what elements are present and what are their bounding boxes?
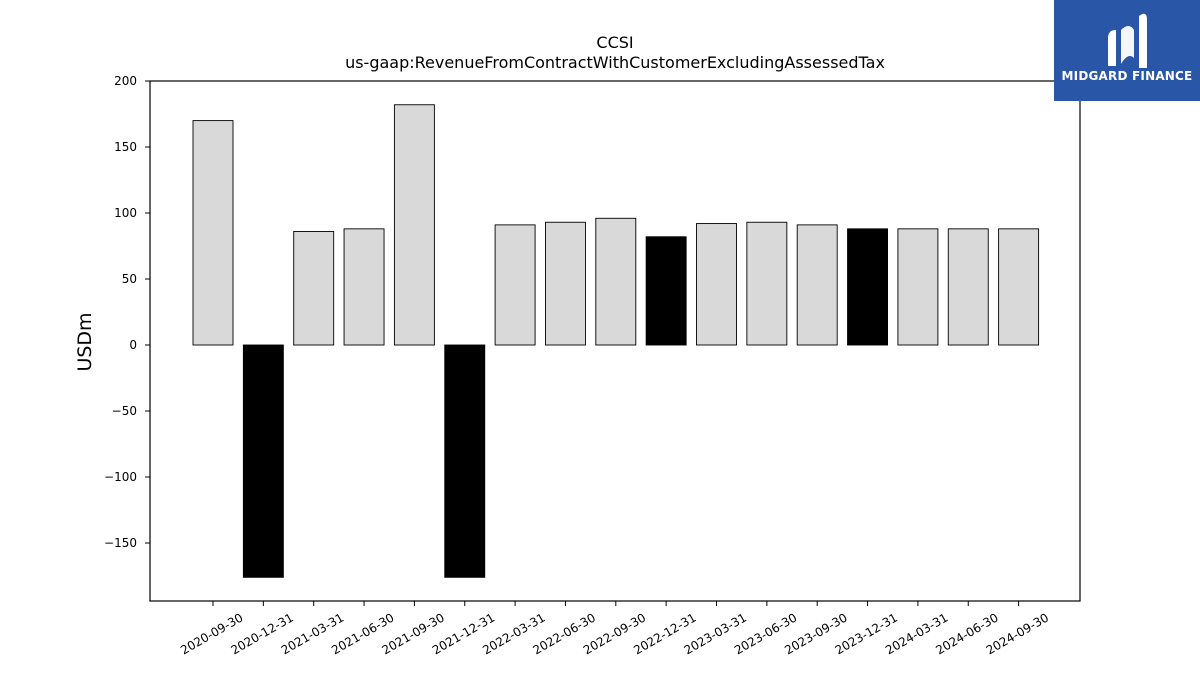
bar [494, 224, 536, 346]
bar [595, 217, 637, 346]
plot-frame [149, 80, 1081, 602]
bar [343, 228, 385, 346]
bar [796, 224, 838, 346]
logo-text: MIDGARD FINANCE [1061, 69, 1193, 83]
chart-title: CCSI [596, 33, 633, 52]
bar [242, 344, 284, 578]
bar [545, 221, 586, 346]
bar [746, 221, 788, 346]
bar [393, 104, 435, 346]
y-tick-label: 0 [129, 338, 137, 352]
y-tick-label: 100 [114, 206, 137, 220]
bar [998, 228, 1040, 346]
y-tick-label: −50 [112, 404, 137, 418]
logo-mark-icon [1108, 13, 1147, 68]
bar [645, 236, 687, 346]
y-tick-label: 200 [114, 74, 137, 88]
x-axis: 2020-09-302020-12-312021-03-312021-06-30… [178, 601, 1051, 657]
bar [293, 231, 335, 346]
bars-group [192, 104, 1040, 578]
bar [847, 228, 888, 346]
chart-subtitle: us-gaap:RevenueFromContractWithCustomerE… [345, 53, 885, 72]
y-tick-label: 50 [122, 272, 137, 286]
bar [897, 228, 939, 346]
bar [192, 120, 234, 346]
bar [947, 228, 989, 346]
bar [444, 344, 486, 578]
brand-logo: MIDGARD FINANCE [1054, 0, 1200, 101]
y-axis-label: USDm [74, 312, 96, 371]
bar [696, 223, 737, 346]
y-tick-label: −100 [104, 470, 137, 484]
y-tick-label: 150 [114, 140, 137, 154]
y-axis: −150 −100 −50 0 50 100 150 200 [104, 74, 150, 550]
y-tick-label: −150 [104, 536, 137, 550]
